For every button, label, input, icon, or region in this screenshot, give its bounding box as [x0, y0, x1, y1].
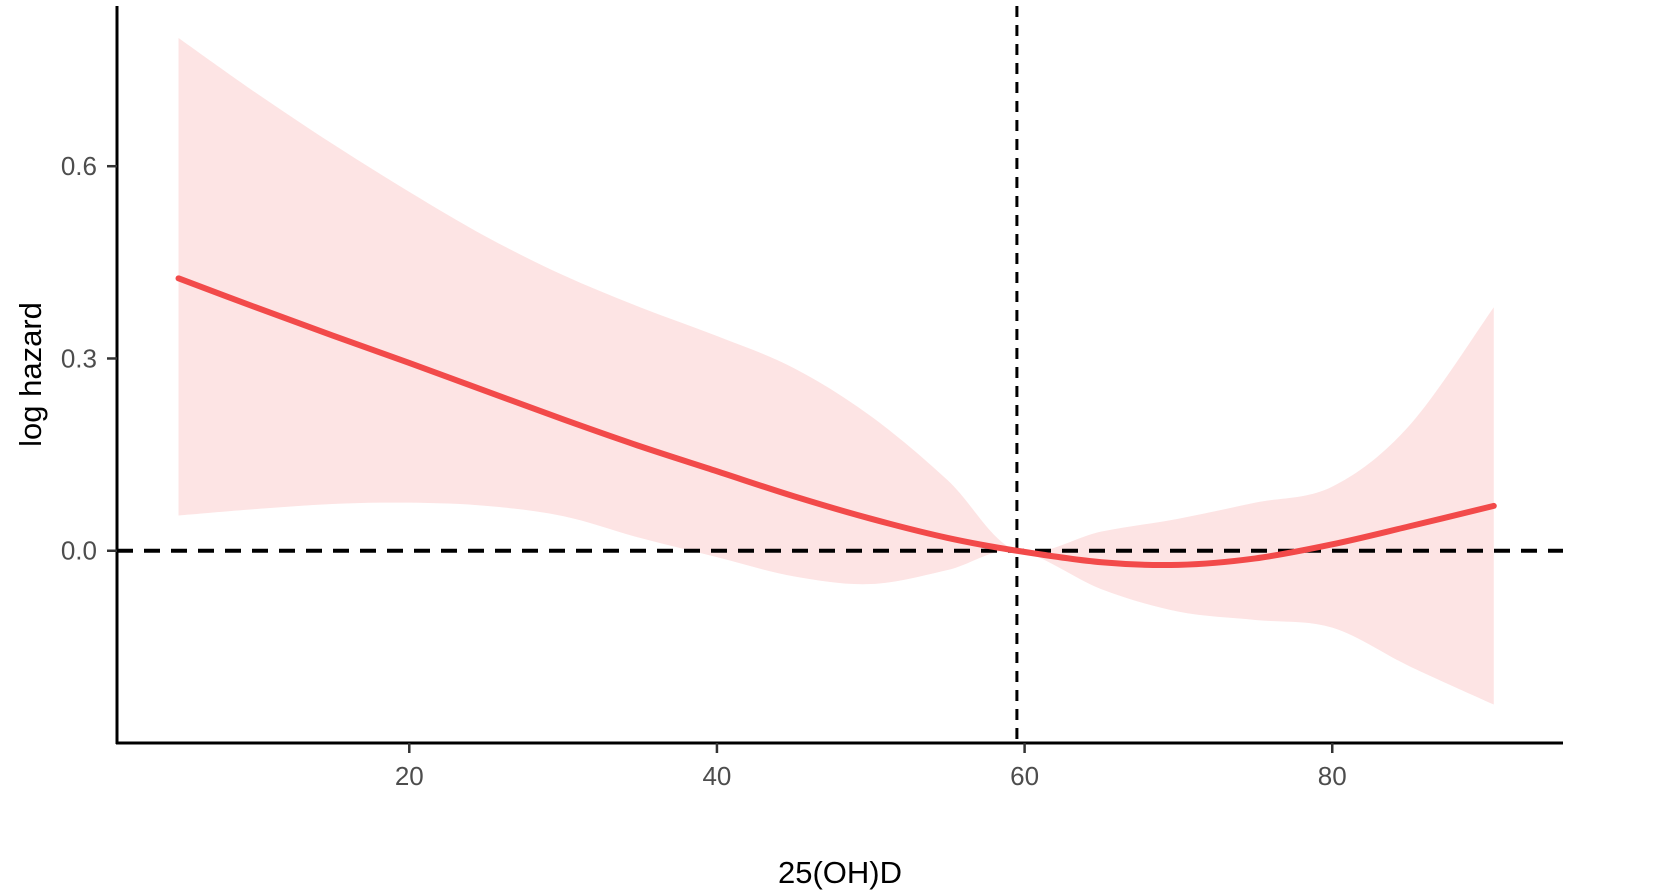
confidence-band-layer — [178, 38, 1494, 705]
axes-layer — [115, 6, 1563, 745]
reference-lines-layer — [117, 6, 1563, 743]
y-axis-title: log hazard — [13, 302, 48, 447]
y-tick-label: 0.6 — [61, 151, 97, 181]
y-tick-label: 0.0 — [61, 536, 97, 566]
ticks-layer: 20 40 60 80 0.0 0.3 0.6 — [61, 151, 1347, 791]
y-tick-label: 0.3 — [61, 343, 97, 373]
series-line-layer — [175, 275, 1497, 569]
x-tick-label: 40 — [702, 761, 731, 791]
x-tick-label: 80 — [1318, 761, 1347, 791]
x-tick-label: 20 — [395, 761, 424, 791]
x-axis-title: 25(OH)D — [778, 855, 902, 890]
confidence-band — [178, 38, 1494, 705]
series-line-0 — [175, 275, 1497, 569]
x-tick-label: 60 — [1010, 761, 1039, 791]
